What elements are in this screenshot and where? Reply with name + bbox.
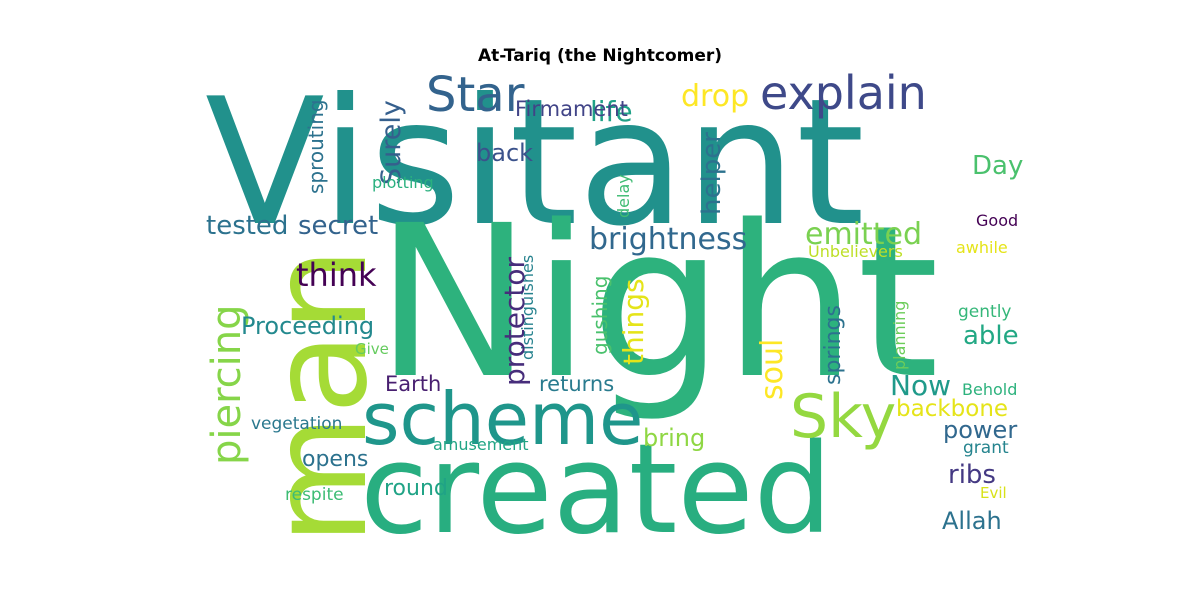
word-firmament: Firmament [515,97,628,121]
word-tested: tested [206,211,289,241]
word-returns: returns [539,372,615,396]
word-opens: opens [302,447,369,472]
word-visitant: Visitant [205,62,865,265]
word-springs: springs [821,305,846,385]
word-planning: planning [890,300,909,370]
word-now: Now [890,369,951,402]
word-gushing: gushing [588,275,612,355]
word-unbelievers: Unbelievers [808,242,903,261]
word-protector: protector [498,256,531,386]
word-able: able [963,321,1019,351]
word-life: life [590,95,633,128]
word-gently: gently [958,302,1012,322]
word-evil: Evil [980,484,1007,502]
word-amusement: amusement [433,435,529,454]
word-think: think [296,256,377,294]
word-scheme: scheme [362,377,644,461]
word-awhile: awhile [956,238,1008,257]
word-sprouting: sprouting [304,99,328,194]
word-night: Night [375,180,940,425]
word-power: power [943,416,1018,444]
word-drop: drop [681,79,750,114]
word-secret: secret [298,211,379,241]
word-created: created [360,418,833,562]
word-sky: Sky [790,382,897,452]
chart-title: At-Tariq (the Nightcomer) [477,46,723,66]
word-round: round [384,476,448,501]
word-backbone: backbone [896,396,1009,422]
word-plotting: plotting [372,173,434,192]
word-allah: Allah [942,507,1002,535]
word-proceeding: Proceeding [241,312,375,340]
word-delay: delay [614,174,633,218]
word-earth: Earth [385,372,442,396]
word-vegetation: vegetation [251,414,343,434]
word-behold: Behold [962,380,1018,399]
word-day: Day [972,151,1024,181]
word-good: Good [976,211,1019,230]
word-respite: respite [285,485,344,505]
word-helper: helper [697,132,727,215]
word-give: Give [355,340,389,358]
word-grant: grant [963,438,1009,458]
word-emitted: emitted [805,217,923,252]
word-brightness: brightness [589,222,748,257]
word-soul: soul [755,338,790,400]
word-bring: bring [643,424,706,452]
word-things: things [617,278,650,365]
word-star: Star [426,67,525,123]
word-explain: explain [760,66,927,120]
word-ribs: ribs [948,460,996,490]
word-back: back [476,139,534,167]
